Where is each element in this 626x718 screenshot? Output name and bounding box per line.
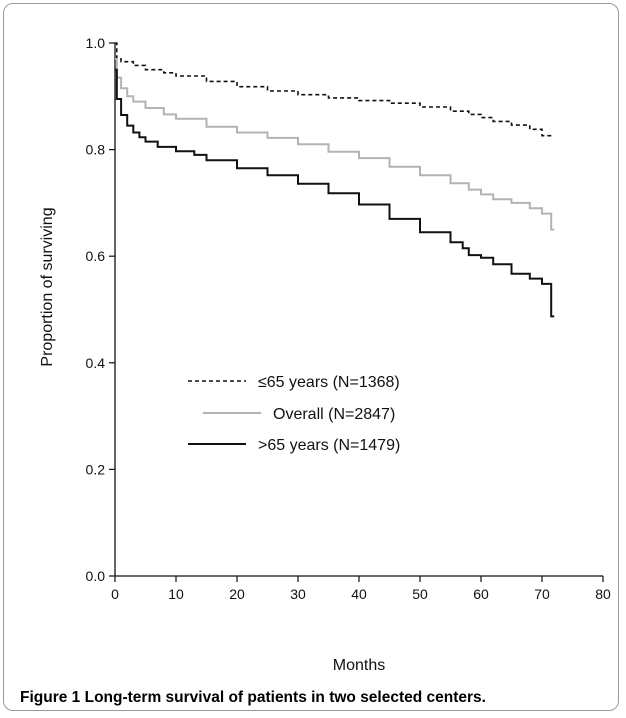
- x-tick-label: 0: [111, 586, 119, 602]
- series-line-1: [115, 42, 555, 137]
- x-tick-label: 10: [168, 586, 184, 602]
- y-tick-label: 1.0: [86, 35, 106, 51]
- y-axis-title: Proportion of surviving: [39, 207, 56, 366]
- x-tick-label: 30: [290, 586, 306, 602]
- x-axis-title: Months: [333, 657, 385, 674]
- x-tick-label: 20: [229, 586, 245, 602]
- x-tick-label: 50: [412, 586, 428, 602]
- series-layer: [115, 42, 555, 318]
- figure-frame: [3, 3, 619, 711]
- series-line-2: [115, 58, 555, 231]
- chart-axes: 0 10 20 30 40 50 60 70 80 0.0 0.2 0.4 0.6 0.8 1.0: [86, 35, 611, 602]
- y-tick-label: 0.8: [86, 142, 106, 158]
- legend-label-2: Overall (N=2847): [273, 406, 395, 423]
- y-tick-label: 0.0: [86, 568, 106, 584]
- legend: ≤65 years (N=1368) Overall (N=2847) >65 ye…: [188, 374, 400, 454]
- series-line-3: [115, 68, 555, 318]
- legend-label-3: >65 years (N=1479): [258, 437, 400, 454]
- y-tick-label: 0.6: [86, 248, 106, 264]
- figure-label: Figure 1: [20, 689, 81, 706]
- figure-caption-text: Long-term survival of patients in two se…: [84, 689, 486, 706]
- x-tick-label: 40: [351, 586, 367, 602]
- figure-caption: Figure 1 Long-term survival of patients …: [20, 689, 486, 707]
- x-tick-label: 60: [473, 586, 489, 602]
- legend-label-1: ≤65 years (N=1368): [258, 374, 400, 391]
- x-tick-label: 70: [534, 586, 550, 602]
- y-tick-label: 0.4: [86, 355, 106, 371]
- y-tick-label: 0.2: [86, 461, 106, 477]
- x-tick-label: 80: [595, 586, 611, 602]
